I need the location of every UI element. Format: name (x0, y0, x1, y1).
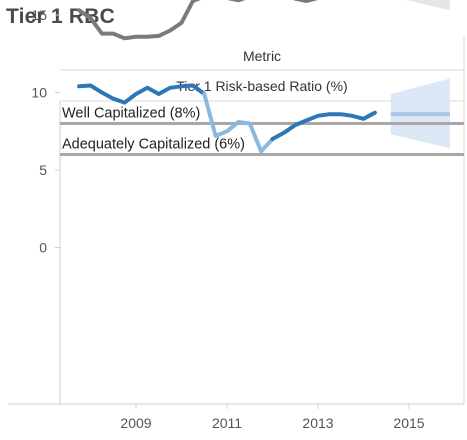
y-tick-label: 0 (39, 240, 47, 256)
series-line-1 (77, 83, 207, 105)
series-line-0 (77, 0, 318, 41)
reference-line-label-1: Adequately Capitalized (6%) (62, 137, 245, 153)
y-tick-label: 10 (31, 85, 47, 101)
x-tick-label: 2013 (302, 415, 333, 431)
page-title: Tier 1 RBC (6, 5, 115, 28)
y-tick-label: 5 (39, 162, 47, 178)
x-tick-label: 2011 (212, 415, 242, 431)
x-tick-label: 2009 (120, 415, 151, 431)
series-line-3 (270, 110, 377, 141)
series-line-2 (202, 92, 275, 154)
column-header-field-value: Tier 1 Risk-based Ratio (%) (176, 78, 348, 94)
y-tick-label: 15 (31, 7, 47, 23)
forecast-band-0 (406, 0, 450, 11)
column-header-field-name: Metric (242, 48, 282, 64)
x-tick-label: 2015 (393, 415, 424, 431)
reference-line-label-0: Well Capitalized (8%) (62, 106, 200, 122)
